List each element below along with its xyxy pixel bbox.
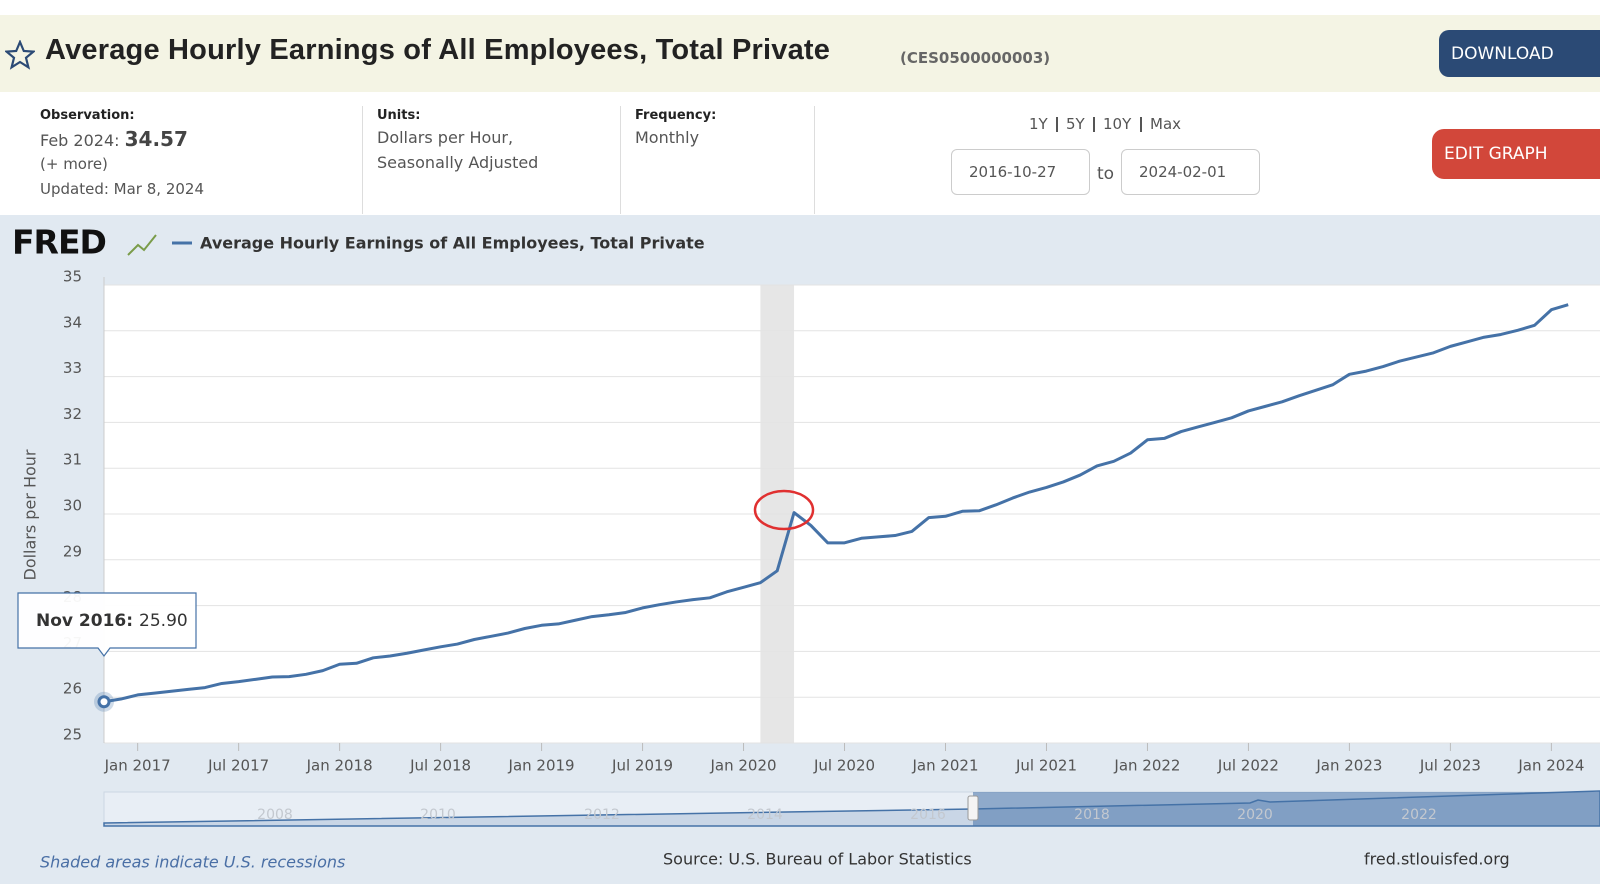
navigator-label: 2014	[747, 807, 783, 823]
y-tick-label: 25	[63, 726, 82, 744]
y-axis-label: Dollars per Hour	[21, 449, 40, 580]
units: Seasonally Adjusted	[377, 153, 539, 172]
navigator-label: 2022	[1401, 807, 1437, 823]
separator	[362, 106, 363, 214]
hover-point	[97, 695, 111, 709]
x-tick-label: Jul 2021	[1015, 757, 1077, 775]
navigator-label: 2018	[1074, 807, 1110, 823]
navigator-handle	[967, 795, 979, 821]
end-date-input[interactable]: 2024-02-01	[1121, 149, 1260, 195]
download-button[interactable]: DOWNLOAD	[1439, 30, 1600, 77]
x-tick-label: Jul 2022	[1217, 757, 1279, 775]
observation-date: Feb 2024:	[40, 131, 120, 150]
logo-icon	[127, 234, 157, 256]
range-link[interactable]: Max	[1150, 115, 1182, 133]
separator	[814, 106, 815, 214]
tooltip-date: Nov 2016:	[36, 611, 133, 631]
series-line	[103, 303, 1569, 704]
y-tick-label: 34	[63, 313, 82, 331]
x-tick-label: Jul 2019	[611, 757, 673, 775]
x-tick-label: Jul 2020	[813, 757, 875, 775]
fred-logo: FRED	[12, 223, 106, 262]
header-bar	[0, 15, 1600, 92]
page-title: Average Hourly Earnings of All Employees…	[45, 34, 831, 66]
separator	[1140, 117, 1142, 132]
x-tick-label: Jan 2020	[710, 757, 777, 775]
label: Units:	[377, 108, 421, 123]
tooltip: Nov 2016: 25.90	[36, 611, 188, 631]
y-tick-label: 26	[63, 680, 82, 698]
x-tick-label: Jan 2022	[1113, 757, 1180, 775]
edit-graph-button[interactable]: EDIT GRAPH	[1432, 129, 1600, 179]
separator	[620, 106, 621, 214]
more-link[interactable]: (+ more)	[40, 155, 108, 173]
navigator-label: 2020	[1237, 807, 1273, 823]
x-tick-label: Jan 2021	[911, 757, 978, 775]
x-tick-label: Jan 2024	[1517, 757, 1584, 775]
annotation-circle	[753, 489, 815, 531]
x-tick-label: Jan 2023	[1315, 757, 1382, 775]
label: Frequency:	[635, 108, 717, 123]
series-id: (CES0500000003)	[900, 49, 1051, 67]
label: Observation:	[40, 108, 135, 123]
frequency: Monthly	[635, 128, 700, 147]
x-tick-label: Jan 2018	[306, 757, 373, 775]
start-date-input[interactable]: 2016-10-27	[951, 149, 1090, 195]
y-tick-label: 29	[63, 542, 82, 560]
legend-label: Average Hourly Earnings of All Employees…	[200, 234, 705, 253]
x-tick-label: Jul 2023	[1419, 757, 1481, 775]
footer-source: Source: U.S. Bureau of Labor Statistics	[663, 850, 972, 869]
footer-note: Shaded areas indicate U.S. recessions	[40, 853, 345, 872]
tooltip-box	[17, 592, 197, 657]
updated: Updated: Mar 8, 2024	[40, 180, 204, 198]
navigator-selection	[973, 792, 1600, 826]
units: Dollars per Hour,	[377, 128, 514, 147]
observation: Feb 2024: 34.57	[40, 127, 188, 153]
navigator-label: 2008	[257, 807, 293, 823]
footer-site: fred.stlouisfed.org	[1364, 850, 1510, 869]
favorite-star[interactable]	[5, 40, 35, 70]
chart: FRED Average Hourly Earnings of All Empl…	[12, 223, 1600, 872]
x-tick-label: Jan 2017	[104, 757, 171, 775]
y-tick-label: 35	[63, 268, 82, 286]
navigator-label: 2016	[910, 807, 946, 823]
separator	[1093, 117, 1095, 132]
y-tick-label: 31	[63, 451, 82, 469]
y-tick-label: 33	[63, 359, 82, 377]
separator	[1056, 117, 1058, 132]
x-tick-label: Jul 2018	[409, 757, 471, 775]
y-tick-label: 32	[63, 405, 82, 423]
tooltip-value: 25.90	[139, 611, 188, 631]
x-tick-label: Jan 2019	[508, 757, 575, 775]
navigator-label: 2010	[420, 807, 456, 823]
to-label: to	[1097, 164, 1115, 184]
observation-value: 34.57	[124, 127, 188, 151]
navigator-label: 2012	[584, 807, 620, 823]
range-link[interactable]: 10Y	[1103, 115, 1132, 133]
range-link[interactable]: 1Y	[1029, 115, 1048, 133]
x-tick-label: Jul 2017	[207, 757, 269, 775]
y-tick-label: 30	[63, 497, 82, 515]
range-link[interactable]: 5Y	[1066, 115, 1085, 133]
